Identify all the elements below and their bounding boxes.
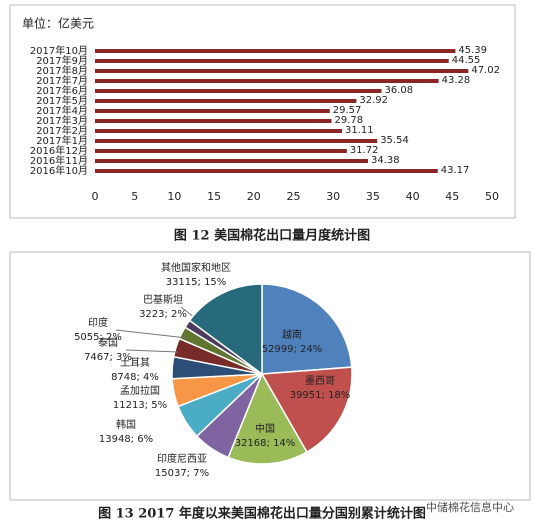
- data-label: 52999; 24%: [262, 344, 323, 355]
- slice-label: 印度尼西亚: [157, 452, 207, 465]
- y-tick-label: 2017年8月: [36, 64, 88, 77]
- bar: [95, 69, 469, 73]
- slice-label: 墨西哥: [305, 375, 335, 387]
- pie-slice: [188, 283, 263, 376]
- x-tick-label: 5: [131, 190, 138, 203]
- data-label: 3223; 2%: [139, 309, 187, 320]
- y-tick-label: 2017年4月: [36, 104, 88, 117]
- slice-label: 巴基斯坦: [143, 293, 183, 306]
- data-label: 29.57: [333, 105, 362, 116]
- y-tick-label: 2016年12月: [30, 144, 88, 157]
- pie-slice: [261, 283, 353, 375]
- slice-label: 孟加拉国: [120, 384, 160, 397]
- leader-line: [115, 329, 188, 339]
- leader-line: [125, 349, 179, 353]
- y-tick-label: 2017年10月: [30, 44, 88, 57]
- data-label: 44.55: [452, 55, 481, 66]
- x-tick-label: 30: [326, 190, 340, 203]
- x-tick-label: 15: [207, 190, 221, 203]
- x-tick-label: 35: [366, 190, 380, 203]
- data-label: 13948; 6%: [99, 434, 153, 445]
- data-label: 29.78: [334, 115, 363, 126]
- y-tick-label: 2016年11月: [30, 154, 88, 167]
- x-tick-label: 40: [406, 190, 420, 203]
- y-tick-label: 2017年1月: [36, 134, 88, 147]
- data-label: 31.72: [350, 145, 379, 156]
- data-label: 45.39: [458, 45, 487, 56]
- y-tick-label: 2017年5月: [36, 94, 88, 107]
- bar: [95, 59, 449, 63]
- bar: [95, 109, 330, 113]
- data-label: 8748; 4%: [111, 372, 159, 383]
- x-tick-label: 50: [485, 190, 499, 203]
- data-label: 43.28: [442, 75, 471, 86]
- bar: [95, 159, 368, 163]
- bar: [95, 49, 456, 53]
- data-label: 33115; 15%: [166, 277, 227, 288]
- data-label: 39951; 18%: [290, 390, 351, 401]
- y-tick-label: 2017年6月: [36, 84, 88, 97]
- slice-label: 其他国家和地区: [161, 261, 231, 274]
- bar: [95, 99, 357, 103]
- slice-label: 越南: [282, 328, 302, 341]
- x-tick-label: 0: [92, 190, 99, 203]
- bar: [95, 129, 343, 133]
- bar: [95, 169, 438, 173]
- slice-label: 印度: [88, 316, 108, 329]
- bar: [95, 79, 439, 83]
- data-label: 32.92: [359, 95, 388, 106]
- data-label: 32168; 14%: [235, 438, 296, 449]
- x-tick-label: 45: [445, 190, 459, 203]
- bar: [95, 149, 347, 153]
- watermark: 中储棉花信息中心: [426, 500, 514, 514]
- y-tick-label: 2017年7月: [36, 74, 88, 87]
- pie-slice: [260, 366, 353, 454]
- data-label: 43.17: [441, 165, 470, 176]
- bar: [95, 119, 332, 123]
- data-label: 31.11: [345, 125, 374, 136]
- slice-label: 泰国: [98, 336, 118, 349]
- data-label: 35.54: [380, 135, 409, 146]
- bar: [95, 89, 382, 93]
- data-label: 36.08: [384, 85, 413, 96]
- data-label: 5055; 2%: [74, 332, 122, 343]
- x-tick-label: 25: [287, 190, 301, 203]
- data-label: 47.02: [471, 65, 500, 76]
- y-tick-label: 2017年2月: [36, 124, 88, 137]
- data-label: 34.38: [371, 155, 400, 166]
- chart-frame: [9, 251, 531, 501]
- pie-slice: [227, 372, 308, 465]
- bar: [95, 139, 378, 143]
- data-label: 7467; 3%: [84, 352, 132, 363]
- x-tick-label: 20: [247, 190, 261, 203]
- figure-caption: 图 12 美国棉花出口量月度统计图: [174, 228, 370, 244]
- x-tick-label: 10: [167, 190, 181, 203]
- slice-label: 中国: [255, 422, 275, 435]
- chart-frame: [9, 4, 516, 219]
- chart-title: 单位：亿美元: [22, 16, 94, 31]
- figure-caption: 图 13 2017 年度以来美国棉花出口量分国别累计统计图: [98, 506, 426, 522]
- slice-label: 土耳其: [120, 356, 150, 369]
- y-tick-label: 2016年10月: [30, 164, 88, 177]
- data-label: 11213; 5%: [113, 400, 167, 411]
- y-tick-label: 2017年3月: [36, 114, 88, 127]
- data-label: 15037; 7%: [155, 468, 209, 479]
- y-tick-label: 2017年9月: [36, 54, 88, 67]
- slice-label: 韩国: [116, 418, 136, 431]
